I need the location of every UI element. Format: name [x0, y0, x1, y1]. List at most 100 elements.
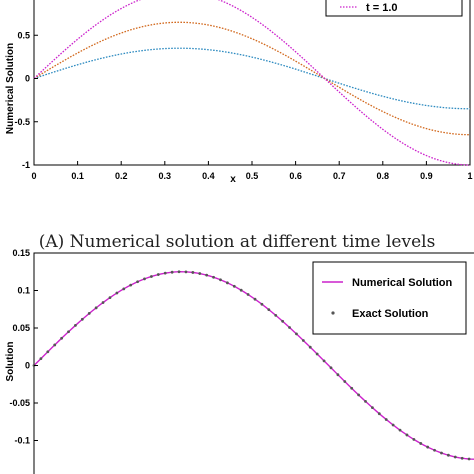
chart-b-exact-point — [150, 275, 153, 278]
chart-a-x-tick-label: 0 — [31, 171, 36, 181]
chart-b-exact-point — [94, 306, 98, 310]
chart-b-exact-point — [39, 357, 43, 360]
chart-b-y-tick-label: -0.05 — [9, 398, 30, 408]
chart-b-exact-point — [80, 317, 84, 321]
chart-b-exact-point — [315, 352, 319, 356]
chart-a-y-ticks: -1 -0.5 0 0.5 — [14, 30, 38, 170]
chart-b-y-ticks: 0.150.10.050-0.05-0.1-0.15 — [9, 248, 38, 474]
chart-b-exact-point — [419, 442, 423, 445]
chart-b-exact-point — [412, 438, 416, 441]
chart-a-x-tick-label: 0.7 — [333, 171, 346, 181]
chart-a-plot-frame — [33, 0, 471, 166]
chart-b-exact-point — [156, 273, 160, 276]
chart-a: 0 0.1 0.2 0.3 0.4 0.5 0.6 0.7 0.8 0.9 1 -1 -0.5 0 0.5… — [5, 0, 473, 185]
chart-a-x-axis-label: x — [230, 174, 236, 185]
chart-b-y-tick-label: 0.1 — [17, 286, 30, 296]
chart-b-exact-point — [357, 393, 360, 397]
chart-b-exact-point — [136, 280, 139, 284]
chart-b-exact-point — [467, 457, 471, 461]
chart-b-exact-point — [46, 350, 50, 354]
chart-a-y-tick-label: 0.5 — [17, 30, 30, 40]
chart-b-exact-point — [329, 366, 333, 370]
chart-a-series-line-2 — [33, 21, 471, 136]
chart-b-y-tick-label: -0.1 — [14, 436, 30, 446]
chart-b-exact-point — [212, 275, 215, 279]
chart-b-exact-point — [281, 319, 285, 323]
chart-b-exact-point — [295, 332, 298, 336]
chart-a-x-tick-label: 0.8 — [377, 171, 390, 181]
chart-b-exact-point — [87, 312, 91, 315]
chart-b-exact-point — [232, 284, 236, 288]
chart-a-x-tick-label: 0.2 — [115, 171, 128, 181]
chart-b-exact-point — [219, 278, 222, 282]
chart-b-exact-point — [129, 283, 133, 287]
chart-b-exact-point — [115, 291, 119, 295]
chart-b-exact-point — [122, 287, 126, 291]
chart-a-legend-label-t1: t = 1.0 — [366, 2, 398, 14]
chart-b-exact-point — [440, 451, 443, 455]
chart-a-x-tick-label: 0.3 — [159, 171, 172, 181]
chart-b-legend-swatch-exact — [331, 311, 335, 315]
chart-a-y-tick-label: -0.5 — [14, 117, 30, 127]
chart-a-x-ticks: 0 0.1 0.2 0.3 0.4 0.5 0.6 0.7 0.8 0.9 1 — [31, 161, 473, 181]
chart-b-y-tick-label: 0.05 — [12, 323, 30, 333]
figure-caption-a: (A) Numerical solution at different time… — [39, 232, 436, 252]
chart-b-exact-point — [205, 273, 209, 277]
chart-a-series-line-3 — [33, 0, 471, 166]
chart-b-exact-point — [405, 433, 409, 437]
chart-b-exact-point — [343, 380, 347, 383]
chart-a-x-tick-label: 0.6 — [289, 171, 302, 181]
chart-b-exact-point — [225, 281, 229, 285]
chart-b-exact-point — [371, 406, 374, 410]
chart-b-exact-point — [170, 270, 174, 274]
chart-b-exact-point — [426, 445, 430, 449]
chart-b-exact-point — [246, 293, 250, 296]
chart-b-exact-point — [322, 359, 326, 363]
chart-b-exact-point — [198, 272, 202, 275]
chart-b-exact-point — [433, 448, 436, 452]
chart-b-exact-point — [391, 423, 395, 427]
chart-b-y-tick-label: 0 — [25, 361, 30, 371]
chart-b-exact-point — [288, 326, 291, 329]
chart-b-y-tick-label: 0.15 — [12, 248, 30, 258]
chart-a-x-tick-label: 0.4 — [202, 171, 215, 181]
chart-b-exact-point — [191, 271, 195, 274]
chart-b-exact-point — [460, 456, 464, 460]
chart-b-exact-point — [301, 339, 305, 342]
chart-b-y-axis-label: Solution — [5, 342, 16, 382]
chart-b-exact-point — [239, 288, 243, 292]
chart-b-exact-point — [163, 271, 167, 275]
chart-a-series-group — [33, 0, 471, 166]
chart-a-legend: t = 1.0 — [325, 0, 463, 17]
chart-b-series-group — [32, 270, 474, 461]
chart-b-exact-point — [53, 343, 57, 347]
chart-b-legend-label-exact: Exact Solution — [352, 308, 429, 320]
chart-a-x-tick-label: 0.5 — [246, 171, 259, 181]
chart-b-exact-point — [260, 302, 264, 306]
chart-b-legend-box — [312, 261, 467, 335]
chart-a-y-axis-label: Numerical Solution — [5, 43, 16, 134]
chart-b-exact-point — [336, 373, 340, 377]
chart-b-legend: Numerical Solution Exact Solution — [312, 261, 467, 335]
chart-b: 0.150.10.050-0.05-0.1-0.15 Solution Nume… — [5, 248, 474, 474]
chart-a-x-tick-label: 0.1 — [71, 171, 84, 181]
chart-b-exact-point — [453, 455, 457, 459]
chart-b-exact-point — [446, 453, 450, 457]
chart-a-series-line-1 — [33, 47, 471, 110]
chart-b-exact-point — [60, 336, 64, 340]
chart-b-exact-point — [108, 296, 112, 299]
chart-b-exact-point — [274, 313, 278, 317]
chart-a-y-tick-label: 0 — [25, 74, 30, 84]
chart-b-exact-point — [143, 277, 146, 281]
chart-a-x-tick-label: 1 — [467, 171, 472, 181]
chart-a-x-tick-label: 0.9 — [420, 171, 433, 181]
chart-b-exact-point — [398, 428, 402, 432]
chart-b-exact-point — [67, 330, 70, 334]
chart-b-exact-point — [184, 270, 188, 274]
chart-b-exact-point — [308, 345, 312, 349]
chart-b-exact-point — [267, 308, 271, 312]
chart-b-exact-point — [74, 324, 77, 327]
chart-b-exact-point — [377, 412, 381, 416]
chart-a-legend-box — [325, 0, 463, 17]
